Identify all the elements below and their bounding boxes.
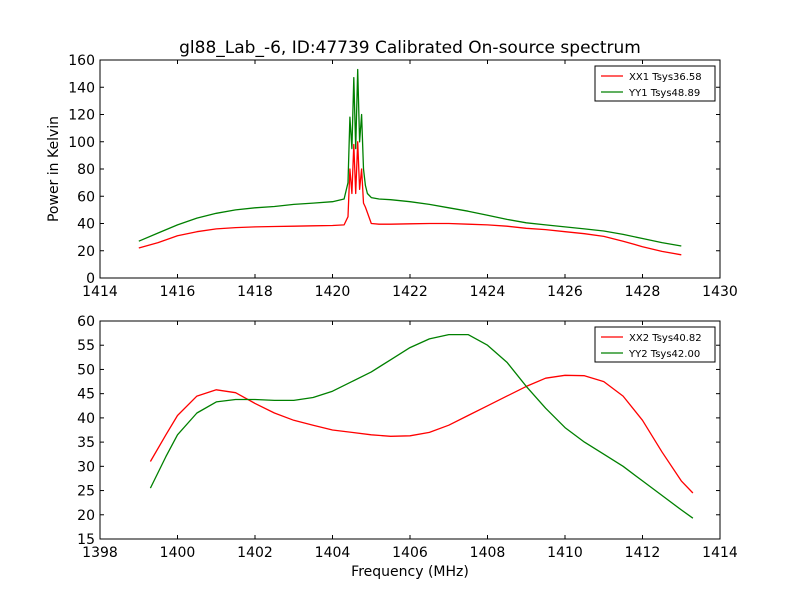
y-tick-label: 40	[77, 411, 95, 427]
legend-box	[594, 65, 716, 102]
y-tick-label: 0	[86, 271, 95, 287]
x-tick-label: 1416	[160, 284, 196, 300]
y-tick-label: 80	[77, 162, 95, 178]
y-tick-label: 120	[68, 108, 95, 124]
x-tick-label: 1398	[82, 545, 118, 561]
legend-box	[594, 326, 716, 363]
x-tick-label: 1428	[625, 284, 661, 300]
legend-entry: XX2 Tsys40.82	[629, 333, 702, 344]
legend-entry: YY2 Tsys42.00	[628, 349, 700, 360]
y-tick-label: 50	[77, 362, 95, 378]
chart-title: gl88_Lab_-6, ID:47739 Calibrated On-sour…	[179, 38, 641, 58]
x-tick-label: 1404	[315, 545, 351, 561]
legend: XX2 Tsys40.82 YY2 Tsys42.00	[594, 326, 716, 363]
y-tick-label: 40	[77, 217, 95, 233]
y-tick-label: 160	[68, 53, 95, 69]
legend: XX1 Tsys36.58 YY1 Tsys48.89	[594, 65, 716, 102]
x-tick-label: 1424	[470, 284, 506, 300]
y-tick-label: 25	[77, 484, 95, 500]
x-tick-label: 1400	[160, 545, 196, 561]
x-tick-label: 1426	[547, 284, 583, 300]
x-tick-label: 1430	[702, 284, 738, 300]
y-tick-label: 45	[77, 387, 95, 403]
plot-panel-2: 1398 1400 1402 1404 1406 1408 1410 1412 1414 15 20…	[77, 314, 738, 580]
y-tick-label: 55	[77, 338, 95, 354]
legend-entry: YY1 Tsys48.89	[628, 88, 700, 99]
y-tick-label: 60	[77, 189, 95, 205]
y-tick-label: 35	[77, 435, 95, 451]
x-tick-label: 1420	[315, 284, 351, 300]
x-tick-label: 1408	[470, 545, 506, 561]
x-tick-label: 1422	[392, 284, 428, 300]
x-tick-label: 1402	[237, 545, 273, 561]
y-tick-label: 100	[68, 135, 95, 151]
y-axis-label: Power in Kelvin	[46, 116, 62, 222]
x-tick-label: 1418	[237, 284, 273, 300]
x-tick-label: 1410	[547, 545, 583, 561]
y-tick-label: 140	[68, 80, 95, 96]
legend-entry: XX1 Tsys36.58	[629, 72, 702, 83]
y-tick-label: 20	[77, 508, 95, 524]
y-tick-label: 20	[77, 244, 95, 260]
series-line-1-1	[138, 141, 682, 256]
x-tick-label: 1412	[625, 545, 661, 561]
x-axis-label: Frequency (MHz)	[351, 564, 469, 580]
x-tick-label: 1414	[82, 284, 118, 300]
series-line-2-2	[149, 333, 694, 519]
x-tick-label: 1406	[392, 545, 428, 561]
y-tick-label: 15	[77, 532, 95, 548]
series-line-1-2	[138, 68, 682, 247]
y-tick-label: 60	[77, 314, 95, 330]
x-tick-label: 1414	[702, 545, 738, 561]
y-tick-label: 30	[77, 459, 95, 475]
series-line-2-1	[149, 374, 694, 494]
plot-panel-1: 1414 1416 1418 1420 1422 1424 1426 1428 1430 0 20 4…	[46, 53, 738, 300]
